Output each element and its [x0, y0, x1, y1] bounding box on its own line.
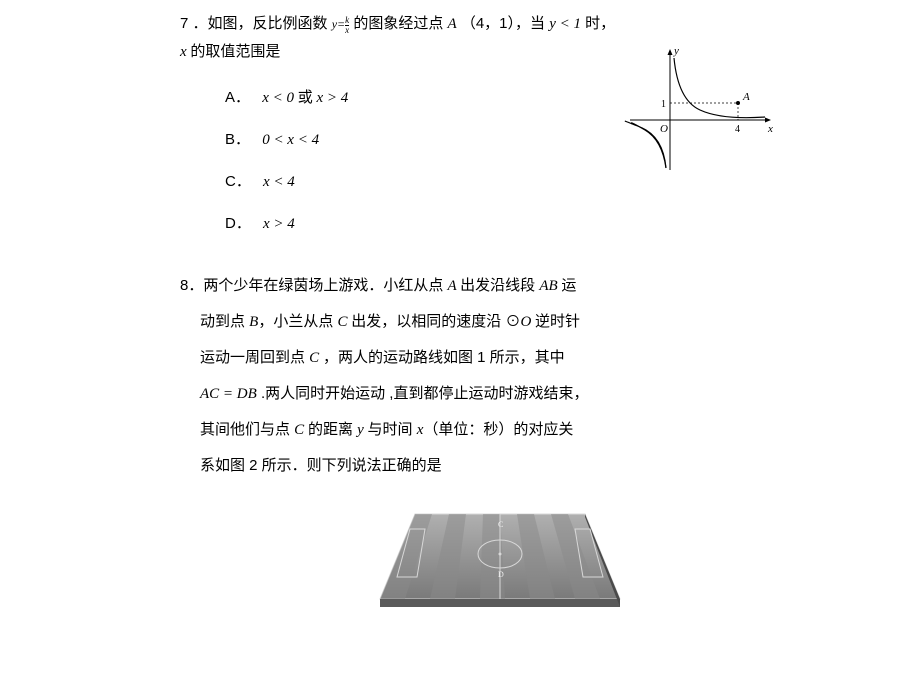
- q7-prefix: ．如图，反比例函数: [193, 15, 328, 32]
- q7-mid1: 的图象经过点: [353, 15, 447, 32]
- q8-line5: 其间他们与点 C 的距离 y 与时间 x（单位：秒）的对应关: [180, 412, 820, 448]
- choice-expr: 0 < x < 4: [262, 132, 319, 148]
- q8-line2: 动到点 B，小兰从点 C 出发，以相同的速度沿 ⊙O 逆时针: [180, 304, 820, 340]
- field-label-c: C: [498, 520, 503, 529]
- choice-letter: B．: [225, 131, 250, 148]
- q7-var-x: x: [180, 44, 190, 60]
- q8-eq: AC = DB: [200, 386, 257, 402]
- choice-letter: C．: [225, 173, 251, 190]
- q8-line3: 运动一周回到点 C ，两人的运动路线如图 1 所示，其中: [180, 340, 820, 376]
- q7-formula: y=kx: [332, 17, 349, 31]
- graph-x-label: x: [767, 123, 773, 135]
- graph-y-label: y: [673, 45, 679, 57]
- question-8: 8．两个少年在绿茵场上游戏．小红从点 A 出发沿线段 AB 运 动到点 B，小兰…: [180, 268, 820, 619]
- q7-choice-d: D． x > 4: [225, 210, 820, 238]
- choice-letter: A．: [225, 89, 250, 106]
- choice-expr: x < 4: [263, 174, 295, 190]
- graph-tick-4: 4: [735, 124, 740, 135]
- q7-point-a: A: [447, 16, 456, 32]
- q8-stem: 8．两个少年在绿茵场上游戏．小红从点 A 出发沿线段 AB 运 动到点 B，小兰…: [180, 268, 820, 484]
- question-7: 7 ．如图，反比例函数 y=kx 的图象经过点 A （4，1），当 y < 1 …: [180, 10, 820, 238]
- choice-expr: x > 4: [263, 216, 295, 232]
- field-label-d: D: [498, 570, 504, 579]
- q7-mid2: 时，: [585, 15, 615, 32]
- q7-coords: （4，1），当: [461, 15, 549, 32]
- graph-point-a: A: [742, 91, 750, 103]
- q8-line6: 系如图 2 所示．则下列说法正确的是: [180, 448, 820, 484]
- soccer-field-diagram: C D: [370, 499, 630, 619]
- choice-letter: D．: [225, 215, 251, 232]
- q8-line1: 8．两个少年在绿茵场上游戏．小红从点 A 出发沿线段 AB 运: [180, 268, 820, 304]
- graph-origin: O: [660, 123, 668, 135]
- choice-expr: x < 0 或 x > 4: [262, 90, 348, 106]
- graph-tick-1: 1: [661, 99, 666, 110]
- q7-cond: y < 1: [549, 16, 581, 32]
- q7-number: 7: [180, 15, 188, 32]
- q8-line4: AC = DB .两人同时开始运动 ,直到都停止运动时游戏结束，: [180, 376, 820, 412]
- q7-graph: y x O A 1 4: [620, 40, 780, 180]
- q7-line2-rest: 的取值范围是: [190, 43, 280, 60]
- q7-stem-line1: 7 ．如图，反比例函数 y=kx 的图象经过点 A （4，1），当 y < 1 …: [180, 10, 820, 38]
